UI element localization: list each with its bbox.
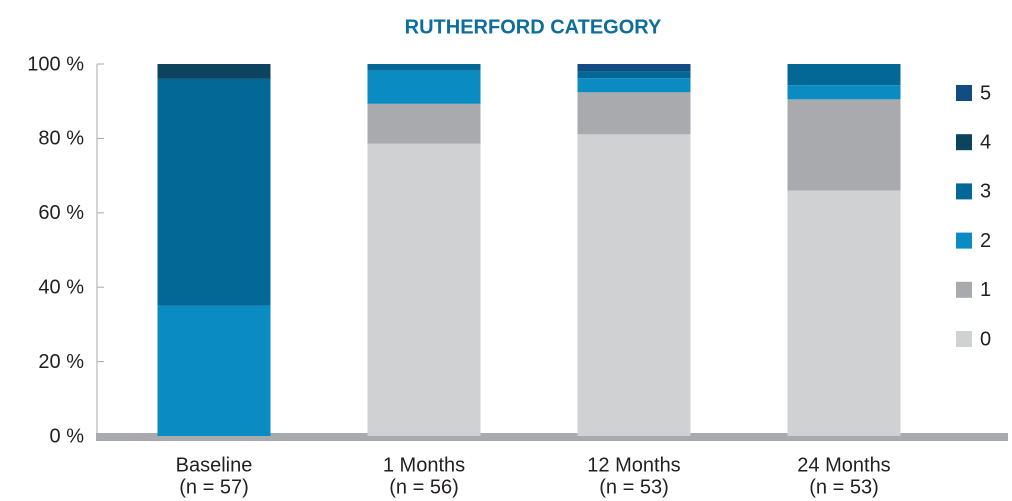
bar-segment bbox=[157, 64, 271, 79]
legend-swatch bbox=[956, 85, 972, 101]
x-tick-label: (n = 57) bbox=[179, 476, 248, 498]
x-tick-label: (n = 53) bbox=[809, 476, 878, 498]
y-tick-label: 60 % bbox=[38, 202, 84, 224]
legend-label: 1 bbox=[980, 279, 991, 301]
legend-label: 3 bbox=[980, 181, 991, 203]
x-tick-label: (n = 53) bbox=[599, 476, 668, 498]
legend-swatch bbox=[956, 183, 972, 200]
bar-segment bbox=[367, 70, 481, 104]
bar-segment bbox=[577, 64, 691, 72]
bar-segment bbox=[787, 190, 901, 436]
x-tick-label: 1 Months bbox=[383, 454, 465, 476]
legend-label: 2 bbox=[980, 230, 991, 252]
legend-swatch bbox=[956, 232, 972, 249]
y-tick-label: 0 % bbox=[50, 425, 85, 447]
x-tick-label: 12 Months bbox=[587, 454, 680, 476]
y-tick-label: 40 % bbox=[38, 276, 84, 298]
bar-segment bbox=[577, 92, 691, 135]
bar-segment bbox=[787, 64, 901, 86]
x-tick-label: Baseline bbox=[176, 454, 253, 476]
bar-segment bbox=[157, 305, 271, 436]
x-tick-label: (n = 56) bbox=[389, 476, 458, 498]
bar-segment bbox=[787, 85, 901, 100]
legend-swatch bbox=[956, 134, 972, 151]
legend-label: 0 bbox=[980, 328, 991, 350]
bar-segment bbox=[367, 103, 481, 144]
legend-label: 4 bbox=[980, 131, 991, 153]
bar-segment bbox=[577, 134, 691, 437]
x-tick-label: 24 Months bbox=[797, 454, 890, 476]
y-tick-label: 100 % bbox=[27, 53, 84, 75]
bar-segment bbox=[367, 64, 481, 71]
legend-label: 5 bbox=[980, 82, 991, 104]
legend-swatch bbox=[956, 281, 972, 298]
bar-segment bbox=[577, 78, 691, 93]
legend-swatch bbox=[956, 331, 972, 347]
x-axis bbox=[96, 433, 1008, 441]
y-tick-label: 80 % bbox=[38, 128, 84, 150]
bar-segment bbox=[157, 78, 271, 306]
bar-segment bbox=[787, 99, 901, 191]
y-tick-label: 20 % bbox=[38, 351, 84, 373]
bar-segment bbox=[367, 143, 481, 436]
chart-title: RUTHERFORD CATEGORY bbox=[405, 16, 662, 38]
bar-segment bbox=[577, 71, 691, 79]
